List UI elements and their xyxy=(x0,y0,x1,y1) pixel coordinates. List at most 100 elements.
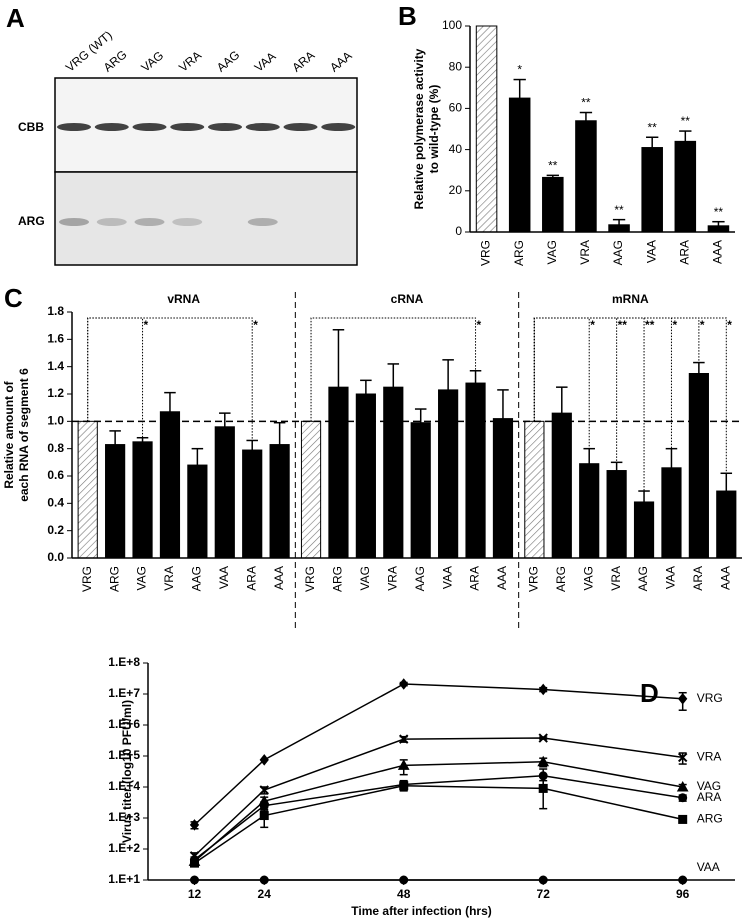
x-tick-label: VAA xyxy=(440,566,454,589)
panel-letter: D xyxy=(640,678,659,708)
y-tick-label: 1.E+3 xyxy=(108,810,140,824)
significance: ** xyxy=(548,159,558,173)
significance: * xyxy=(700,318,705,332)
marker xyxy=(259,785,269,795)
y-tick-label: 0.0 xyxy=(47,550,64,564)
marker xyxy=(399,781,409,791)
bar xyxy=(551,412,572,559)
bar xyxy=(492,418,514,559)
y-tick-label: 1.6 xyxy=(47,332,64,346)
marker xyxy=(678,793,688,803)
bar xyxy=(542,176,564,233)
x-tick-label: 96 xyxy=(676,887,690,901)
bar xyxy=(606,470,627,559)
y-tick-label: 0.4 xyxy=(47,496,64,510)
x-tick-label: VRG xyxy=(303,566,317,592)
series-label: VAA xyxy=(697,860,720,874)
marker xyxy=(538,733,548,743)
bar xyxy=(214,426,235,559)
y-tick-label: 1.E+2 xyxy=(108,841,140,855)
significance: ** xyxy=(581,96,591,110)
blot-bottom xyxy=(54,171,358,266)
y-tick-label: 40 xyxy=(449,142,463,156)
bar xyxy=(410,422,431,559)
significance: ** xyxy=(645,318,655,332)
x-axis-title: Time after infection (hrs) xyxy=(351,904,491,918)
bar xyxy=(688,373,709,559)
marker xyxy=(399,678,409,690)
significance: * xyxy=(477,318,482,332)
significance: * xyxy=(517,63,522,77)
significance: ** xyxy=(681,114,691,128)
x-tick-label: VRG xyxy=(479,240,493,266)
significance: ** xyxy=(614,203,624,217)
bar xyxy=(355,393,376,559)
x-tick-label: ARA xyxy=(468,566,482,591)
blot-band xyxy=(283,123,318,131)
bar xyxy=(524,420,545,559)
panel-title: mRNA xyxy=(612,292,649,306)
marker xyxy=(678,693,688,705)
marker xyxy=(538,783,548,793)
blot-row-label: ARG xyxy=(18,214,45,228)
series-label: ARA xyxy=(697,790,722,804)
y-axis-title: Relative amount of xyxy=(2,380,16,488)
panel-title: cRNA xyxy=(391,292,424,306)
bracket xyxy=(310,317,477,422)
x-tick-label: AAA xyxy=(711,240,725,264)
x-tick-label: AAG xyxy=(636,566,650,591)
y-tick-label: 0.8 xyxy=(47,441,64,455)
significance: ** xyxy=(714,205,724,219)
bar xyxy=(328,386,349,559)
blot-band xyxy=(247,218,278,226)
panel-title: vRNA xyxy=(167,292,200,306)
bar xyxy=(641,147,663,233)
x-tick-label: VAA xyxy=(217,566,231,589)
marker xyxy=(259,754,269,766)
significance: * xyxy=(253,318,258,332)
bar xyxy=(661,467,682,559)
x-tick-label: ARG xyxy=(331,566,345,592)
bar xyxy=(475,25,498,233)
blot-band xyxy=(321,123,356,131)
bar xyxy=(674,140,697,233)
bar xyxy=(132,441,153,559)
series-label: ARG xyxy=(697,812,723,826)
marker xyxy=(259,801,269,811)
marker xyxy=(676,780,689,792)
marker xyxy=(537,755,550,767)
x-tick-label: VAA xyxy=(644,240,658,263)
x-tick-label: VAG xyxy=(581,566,595,590)
y-tick-label: 1.2 xyxy=(47,386,64,400)
x-tick-label: VAG xyxy=(545,240,559,264)
bar xyxy=(707,225,730,233)
marker xyxy=(399,734,409,744)
significance: ** xyxy=(648,120,658,134)
bar xyxy=(300,420,322,559)
x-tick-label: AAA xyxy=(272,566,286,590)
x-tick-label: VRG xyxy=(80,566,94,592)
panel-letter: C xyxy=(4,283,23,313)
blot-band xyxy=(134,218,165,226)
x-tick-label: VRA xyxy=(162,566,176,591)
marker xyxy=(677,752,688,763)
x-tick-label: ARG xyxy=(554,566,568,592)
bar xyxy=(465,382,486,559)
bar xyxy=(159,411,181,559)
bar xyxy=(575,120,597,233)
x-tick-label: 72 xyxy=(537,887,551,901)
panel-letter: A xyxy=(6,3,25,33)
x-tick-label: VRA xyxy=(578,240,592,265)
bar xyxy=(633,501,655,559)
y-tick-label: 1.0 xyxy=(47,414,64,428)
blot-row-label: CBB xyxy=(18,120,44,134)
blot-band xyxy=(208,123,242,131)
y-tick-label: 20 xyxy=(449,183,463,197)
y-tick-label: 1.8 xyxy=(47,304,64,318)
blot-band xyxy=(94,123,129,131)
marker xyxy=(189,819,200,831)
x-tick-label: ARA xyxy=(244,566,258,591)
bar xyxy=(269,444,290,559)
marker xyxy=(538,771,548,781)
